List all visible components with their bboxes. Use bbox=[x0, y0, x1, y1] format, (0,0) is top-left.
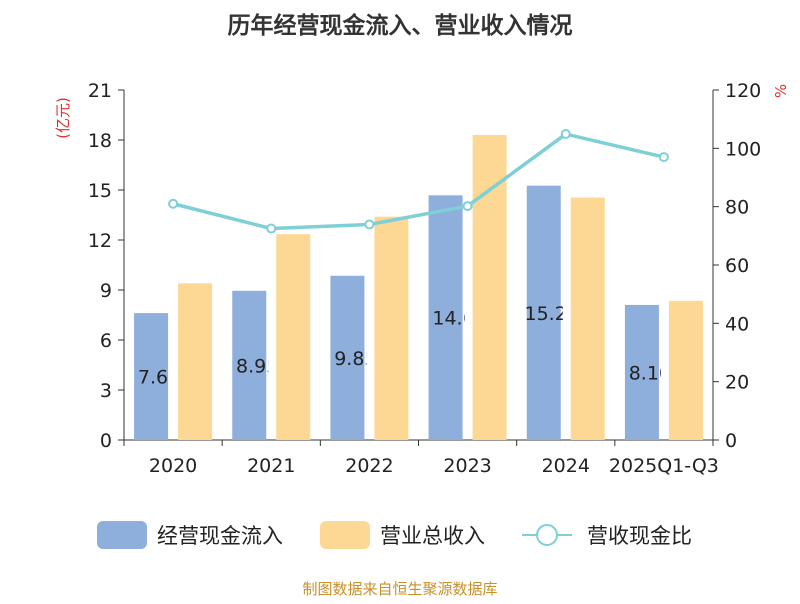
data-label: 9.855 bbox=[334, 348, 388, 370]
bar-revenue bbox=[570, 197, 605, 440]
left-tick-label: 18 bbox=[88, 130, 112, 152]
x-tick-label: 2022 bbox=[345, 455, 393, 477]
data-label: 15.259 bbox=[525, 303, 591, 325]
left-tick-label: 6 bbox=[100, 330, 112, 352]
bar-revenue bbox=[178, 283, 213, 440]
bar-cash-inflow bbox=[134, 313, 169, 440]
legend-label: 营收现金比 bbox=[587, 524, 692, 548]
right-axis-unit: % bbox=[772, 84, 790, 98]
data-label: 14.68 bbox=[432, 308, 486, 330]
bar-revenue bbox=[276, 234, 311, 440]
right-tick-label: 40 bbox=[725, 313, 749, 335]
right-tick-label: 20 bbox=[725, 372, 749, 394]
left-tick-label: 9 bbox=[100, 280, 112, 302]
bar-cash-inflow bbox=[232, 290, 267, 440]
bar-revenue bbox=[374, 216, 409, 440]
bar-revenue bbox=[472, 135, 507, 440]
x-tick-label: 2020 bbox=[149, 455, 197, 477]
bar-cash-inflow bbox=[624, 304, 659, 440]
x-tick-label: 2024 bbox=[542, 455, 590, 477]
legend-swatch-marker bbox=[536, 524, 558, 546]
bar-cash-inflow bbox=[526, 185, 561, 440]
series-line-ratio bbox=[172, 132, 665, 231]
line-point bbox=[266, 223, 277, 234]
bar-revenue bbox=[668, 300, 703, 440]
left-tick-label: 0 bbox=[100, 430, 112, 452]
line-point bbox=[168, 198, 179, 209]
left-tick-label: 21 bbox=[88, 80, 112, 102]
right-tick-label: 100 bbox=[725, 138, 761, 160]
left-tick-label: 12 bbox=[88, 230, 112, 252]
data-label: 8.105 bbox=[629, 362, 683, 384]
left-tick-label: 3 bbox=[100, 380, 112, 402]
line-point bbox=[560, 129, 571, 140]
legend: 经营现金流入 营业总收入 营收现金比 bbox=[97, 521, 692, 549]
left-axis-unit: (亿元) bbox=[54, 97, 72, 139]
right-tick-label: 120 bbox=[725, 80, 761, 102]
data-label: 8.953 bbox=[236, 355, 290, 377]
line-point bbox=[364, 219, 375, 230]
right-tick-label: 60 bbox=[725, 255, 749, 277]
bar-cash-inflow bbox=[428, 195, 463, 440]
right-tick-label: 0 bbox=[725, 430, 737, 452]
left-tick-label: 15 bbox=[88, 180, 112, 202]
legend-label: 经营现金流入 bbox=[157, 524, 283, 548]
bar-cash-inflow bbox=[330, 275, 365, 440]
x-tick-label: 2023 bbox=[443, 455, 491, 477]
data-label: 7.614 bbox=[138, 367, 192, 389]
legend-label: 营业总收入 bbox=[380, 524, 485, 548]
x-tick-label: 2025Q1-Q3 bbox=[609, 455, 719, 477]
x-tick-label: 2021 bbox=[247, 455, 295, 477]
right-tick-label: 80 bbox=[725, 197, 749, 219]
chart-title: 历年经营现金流入、营业收入情况 bbox=[228, 12, 573, 39]
source-note: 制图数据来自恒生聚源数据库 bbox=[302, 580, 497, 598]
line-point bbox=[658, 152, 669, 163]
legend-swatch bbox=[97, 521, 147, 549]
legend-swatch bbox=[320, 521, 370, 549]
plot-area: 0 3 6 9 12 15 18 21 0 20 40 60 80 100 120 2020 2021 2022 2… bbox=[88, 80, 761, 477]
line-point bbox=[462, 201, 473, 212]
